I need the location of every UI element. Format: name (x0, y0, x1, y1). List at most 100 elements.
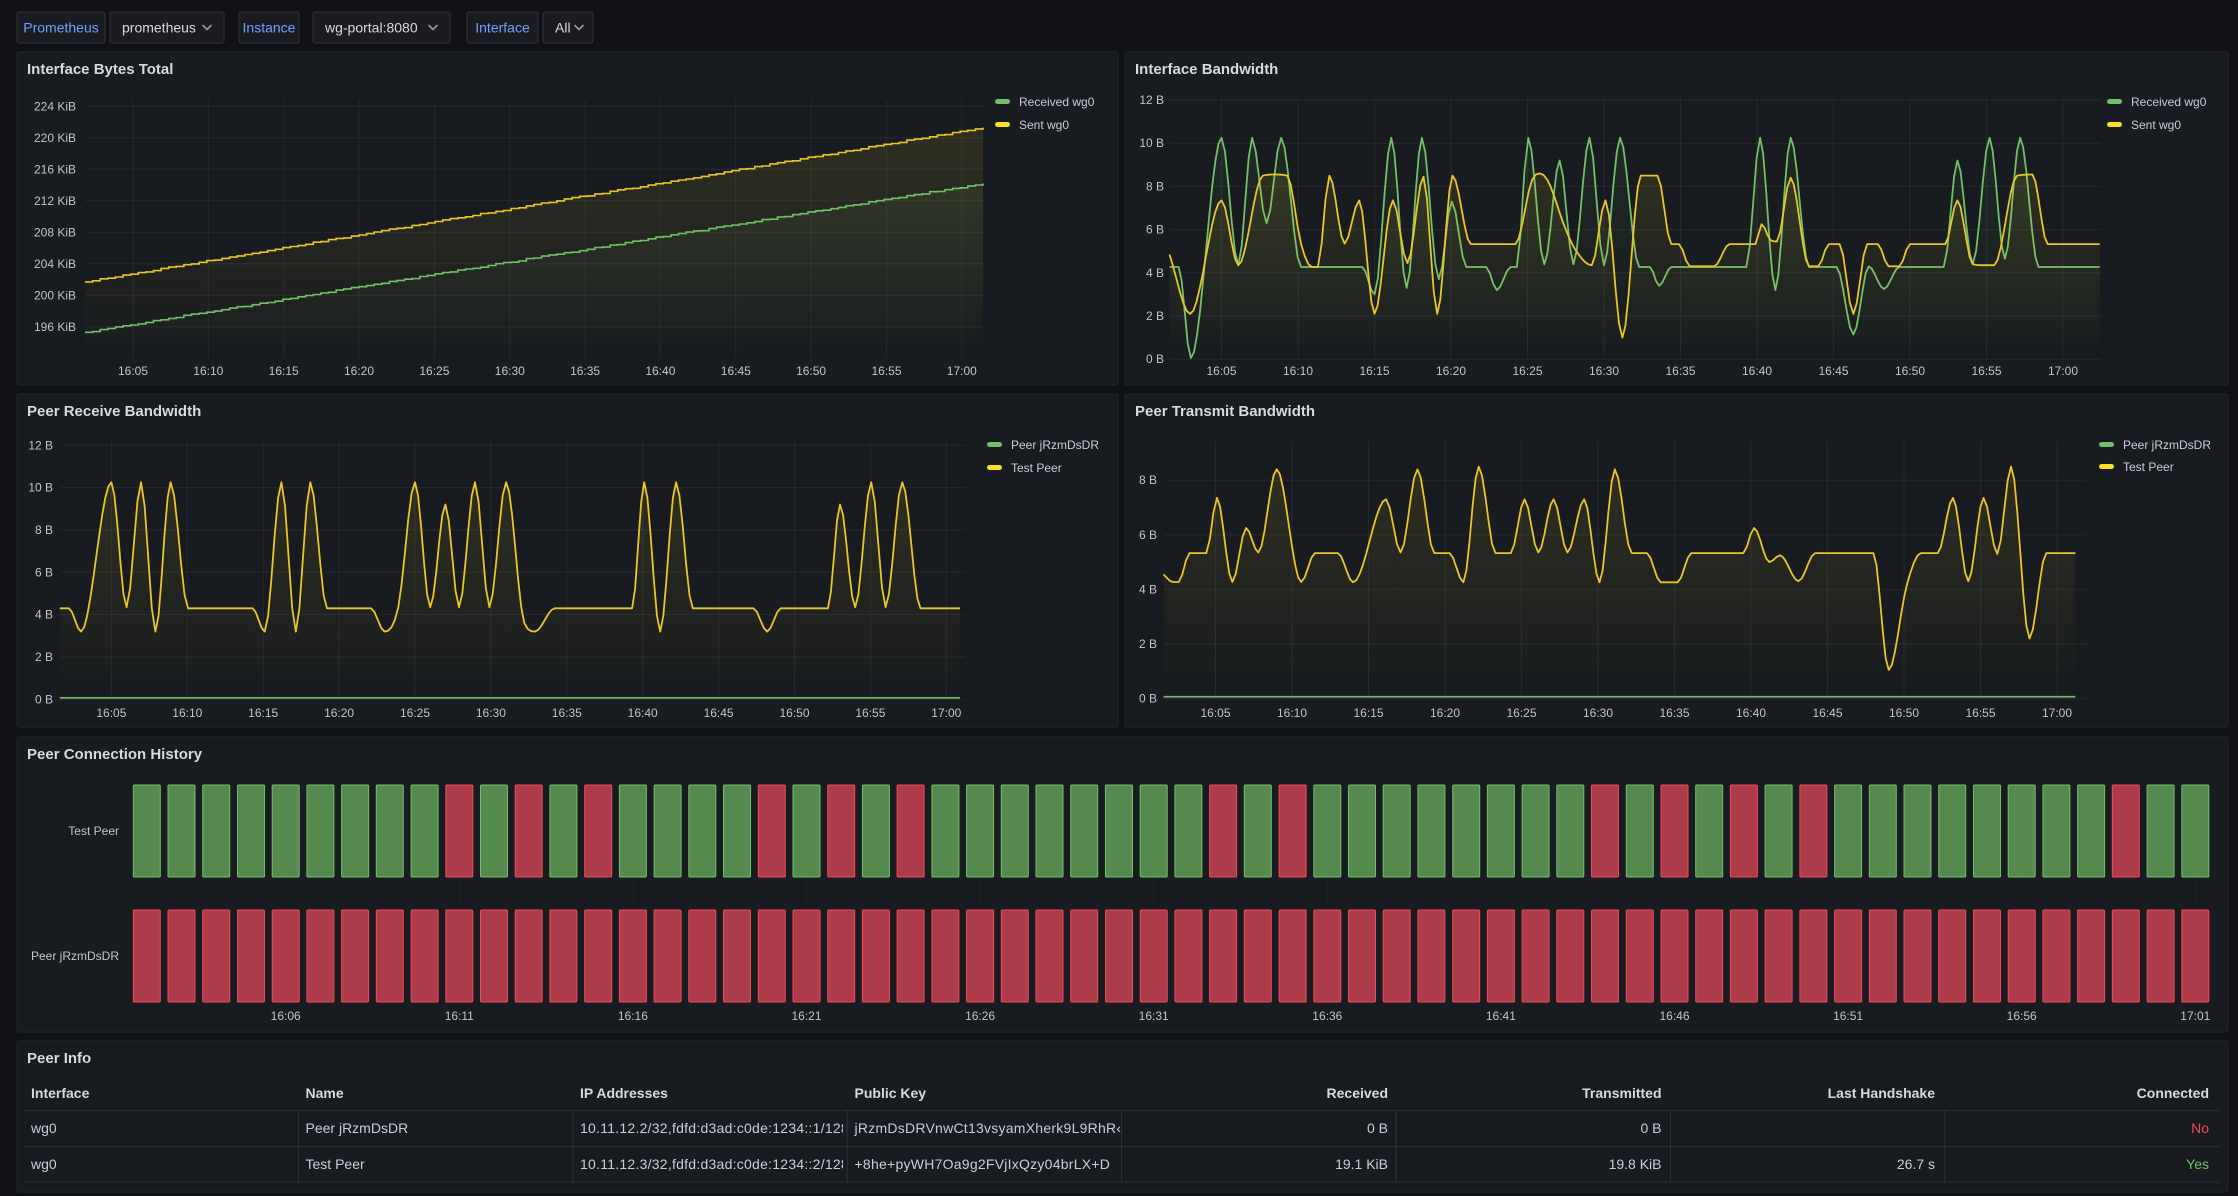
svg-text:+8he+pyWH7Oa9g2FVjIxQzy04brLX+: +8he+pyWH7Oa9g2FVjIxQzy04brLX+D (855, 1156, 1111, 1172)
svg-text:16:51: 16:51 (1833, 1009, 1863, 1023)
svg-text:Peer Receive Bandwidth: Peer Receive Bandwidth (27, 403, 201, 420)
svg-text:16:55: 16:55 (1965, 706, 1995, 720)
svg-text:16:11: 16:11 (445, 1009, 474, 1023)
svg-text:6 B: 6 B (1139, 528, 1157, 542)
svg-text:Yes: Yes (2186, 1156, 2209, 1172)
svg-text:8 B: 8 B (35, 523, 53, 537)
svg-text:16:15: 16:15 (248, 706, 278, 720)
svg-text:16:55: 16:55 (855, 706, 885, 720)
svg-text:16:35: 16:35 (1665, 364, 1695, 378)
svg-text:Connected: Connected (2137, 1085, 2209, 1101)
svg-text:0 B: 0 B (1367, 1120, 1388, 1136)
svg-text:16:40: 16:40 (628, 706, 658, 720)
svg-text:wg0: wg0 (30, 1156, 57, 1172)
svg-text:220 KiB: 220 KiB (34, 131, 76, 145)
svg-text:Interface Bytes Total: Interface Bytes Total (27, 61, 173, 78)
svg-text:16:06: 16:06 (271, 1009, 301, 1023)
svg-text:16:10: 16:10 (172, 706, 202, 720)
svg-text:Interface: Interface (475, 20, 530, 36)
svg-text:16:25: 16:25 (419, 364, 449, 378)
svg-text:16:10: 16:10 (1277, 706, 1307, 720)
svg-text:208 KiB: 208 KiB (34, 225, 76, 239)
svg-text:2 B: 2 B (1146, 309, 1164, 323)
svg-text:wg-portal:8080: wg-portal:8080 (324, 20, 418, 36)
svg-text:16:20: 16:20 (344, 364, 374, 378)
svg-text:16:25: 16:25 (400, 706, 430, 720)
svg-text:16:15: 16:15 (1353, 706, 1383, 720)
svg-text:Peer Transmit Bandwidth: Peer Transmit Bandwidth (1135, 403, 1315, 420)
svg-text:Public Key: Public Key (855, 1085, 927, 1101)
svg-text:4 B: 4 B (35, 608, 53, 622)
svg-text:6 B: 6 B (1146, 223, 1164, 237)
svg-text:16:20: 16:20 (324, 706, 354, 720)
svg-text:16:10: 16:10 (193, 364, 223, 378)
svg-text:0 B: 0 B (1139, 692, 1157, 706)
svg-text:16:05: 16:05 (1200, 706, 1230, 720)
svg-text:Test Peer: Test Peer (306, 1156, 365, 1172)
svg-text:8 B: 8 B (1139, 473, 1157, 487)
svg-text:16:50: 16:50 (1895, 364, 1925, 378)
svg-text:Last Handshake: Last Handshake (1828, 1085, 1936, 1101)
svg-text:Prometheus: Prometheus (23, 20, 98, 36)
svg-text:212 KiB: 212 KiB (34, 194, 76, 208)
svg-text:Received wg0: Received wg0 (1019, 95, 1095, 109)
svg-text:16:45: 16:45 (1812, 706, 1842, 720)
svg-text:17:00: 17:00 (947, 364, 977, 378)
svg-text:16:05: 16:05 (118, 364, 148, 378)
svg-text:10 B: 10 B (1139, 136, 1164, 150)
svg-text:0 B: 0 B (1640, 1120, 1661, 1136)
svg-text:26.7 s: 26.7 s (1897, 1156, 1935, 1172)
svg-text:16:25: 16:25 (1506, 706, 1536, 720)
svg-text:Peer jRzmDsDR: Peer jRzmDsDR (2123, 438, 2211, 452)
svg-text:224 KiB: 224 KiB (34, 99, 76, 113)
svg-text:16:35: 16:35 (1659, 706, 1689, 720)
svg-text:16:16: 16:16 (618, 1009, 648, 1023)
svg-text:12 B: 12 B (28, 438, 53, 452)
svg-text:16:55: 16:55 (871, 364, 901, 378)
svg-text:Peer Connection History: Peer Connection History (27, 746, 203, 763)
svg-text:Test Peer: Test Peer (1011, 461, 1062, 475)
svg-text:16:05: 16:05 (1206, 364, 1236, 378)
svg-text:wg0: wg0 (30, 1120, 57, 1136)
svg-text:16:56: 16:56 (2007, 1009, 2037, 1023)
svg-text:16:21: 16:21 (791, 1009, 821, 1023)
svg-text:Sent wg0: Sent wg0 (2131, 118, 2181, 132)
svg-text:16:40: 16:40 (1742, 364, 1772, 378)
svg-text:16:55: 16:55 (1971, 364, 2001, 378)
svg-text:2 B: 2 B (35, 650, 53, 664)
svg-text:16:15: 16:15 (269, 364, 299, 378)
svg-text:Peer jRzmDsDR: Peer jRzmDsDR (306, 1120, 409, 1136)
svg-text:Test Peer: Test Peer (2123, 460, 2174, 474)
svg-text:Peer Info: Peer Info (27, 1050, 91, 1067)
svg-text:Test Peer: Test Peer (68, 824, 119, 838)
svg-text:Peer jRzmDsDR: Peer jRzmDsDR (31, 949, 119, 963)
svg-text:Instance: Instance (243, 20, 296, 36)
svg-text:216 KiB: 216 KiB (34, 162, 76, 176)
svg-text:16:26: 16:26 (965, 1009, 995, 1023)
svg-text:16:20: 16:20 (1436, 364, 1466, 378)
svg-text:10.11.12.3/32,fdfd:d3ad:c0de:1: 10.11.12.3/32,fdfd:d3ad:c0de:1234::2/128 (580, 1156, 849, 1172)
svg-text:16:36: 16:36 (1312, 1009, 1342, 1023)
svg-text:Interface: Interface (31, 1085, 90, 1101)
svg-text:IP Addresses: IP Addresses (580, 1085, 668, 1101)
svg-text:Peer jRzmDsDR: Peer jRzmDsDR (1011, 438, 1099, 452)
svg-text:16:40: 16:40 (645, 364, 675, 378)
svg-text:17:01: 17:01 (2180, 1009, 2210, 1023)
svg-text:16:50: 16:50 (796, 364, 826, 378)
svg-text:All: All (555, 20, 571, 36)
svg-text:16:30: 16:30 (476, 706, 506, 720)
svg-text:16:41: 16:41 (1486, 1009, 1516, 1023)
svg-text:16:30: 16:30 (1589, 364, 1619, 378)
svg-text:Received wg0: Received wg0 (2131, 95, 2207, 109)
svg-text:17:00: 17:00 (2042, 706, 2072, 720)
svg-text:17:00: 17:00 (2048, 364, 2078, 378)
svg-text:16:45: 16:45 (704, 706, 734, 720)
svg-text:6 B: 6 B (35, 565, 53, 579)
svg-text:16:30: 16:30 (1583, 706, 1613, 720)
svg-text:16:50: 16:50 (779, 706, 809, 720)
svg-text:16:40: 16:40 (1736, 706, 1766, 720)
svg-text:19.1 KiB: 19.1 KiB (1335, 1156, 1388, 1172)
svg-text:19.8 KiB: 19.8 KiB (1609, 1156, 1662, 1172)
svg-text:Received: Received (1327, 1085, 1388, 1101)
svg-text:16:35: 16:35 (570, 364, 600, 378)
